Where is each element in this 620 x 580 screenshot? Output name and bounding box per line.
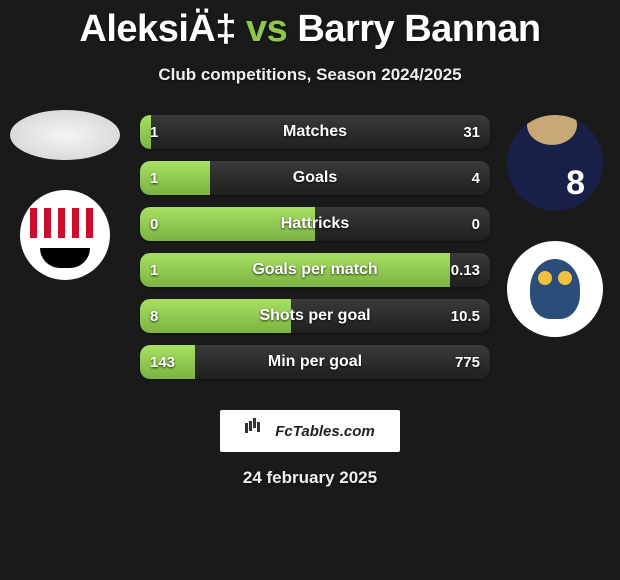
stat-value-right: 0.13 [451,253,480,287]
title-player1: AleksiÄ‡ [79,8,236,50]
stat-row: 143775Min per goal [140,345,490,379]
stat-bars: 131Matches14Goals00Hattricks10.13Goals p… [140,115,490,391]
bar-fill-right [315,207,490,241]
stat-value-left: 8 [150,299,158,333]
stat-value-right: 31 [463,115,480,149]
bar-fill-right [151,115,490,149]
brand-text: FcTables.com [275,423,374,440]
title-player2: Barry Bannan [297,8,540,50]
stat-value-left: 143 [150,345,175,379]
subtitle: Club competitions, Season 2024/2025 [0,65,620,85]
chart-area: 8 131Matches14Goals00Hattricks10.13Goals… [0,115,620,395]
stat-value-right: 0 [472,207,480,241]
stat-row: 131Matches [140,115,490,149]
player-photo-left [10,110,120,160]
stat-value-left: 1 [150,115,158,149]
jersey-number: 8 [566,164,585,203]
bar-fill-left [140,299,291,333]
bar-fill-right [210,161,490,195]
right-column: 8 [495,115,615,337]
left-column [5,115,125,280]
player-photo-right: 8 [507,115,603,211]
club-badge-right [507,241,603,337]
page-title: AleksiÄ‡ vs Barry Bannan [0,0,620,51]
stat-row: 00Hattricks [140,207,490,241]
stat-value-right: 10.5 [451,299,480,333]
bar-fill-left [140,207,315,241]
stat-value-right: 775 [455,345,480,379]
bar-fill-right [195,345,490,379]
stat-value-right: 4 [472,161,480,195]
stat-row: 10.13Goals per match [140,253,490,287]
stat-row: 14Goals [140,161,490,195]
stat-row: 810.5Shots per goal [140,299,490,333]
stat-value-left: 1 [150,161,158,195]
club-badge-left [20,190,110,280]
date-text: 24 february 2025 [0,468,620,488]
stat-value-left: 0 [150,207,158,241]
bar-fill-left [140,253,450,287]
stat-value-left: 1 [150,253,158,287]
title-vs: vs [246,8,287,50]
brand-logo: FcTables.com [220,410,400,452]
